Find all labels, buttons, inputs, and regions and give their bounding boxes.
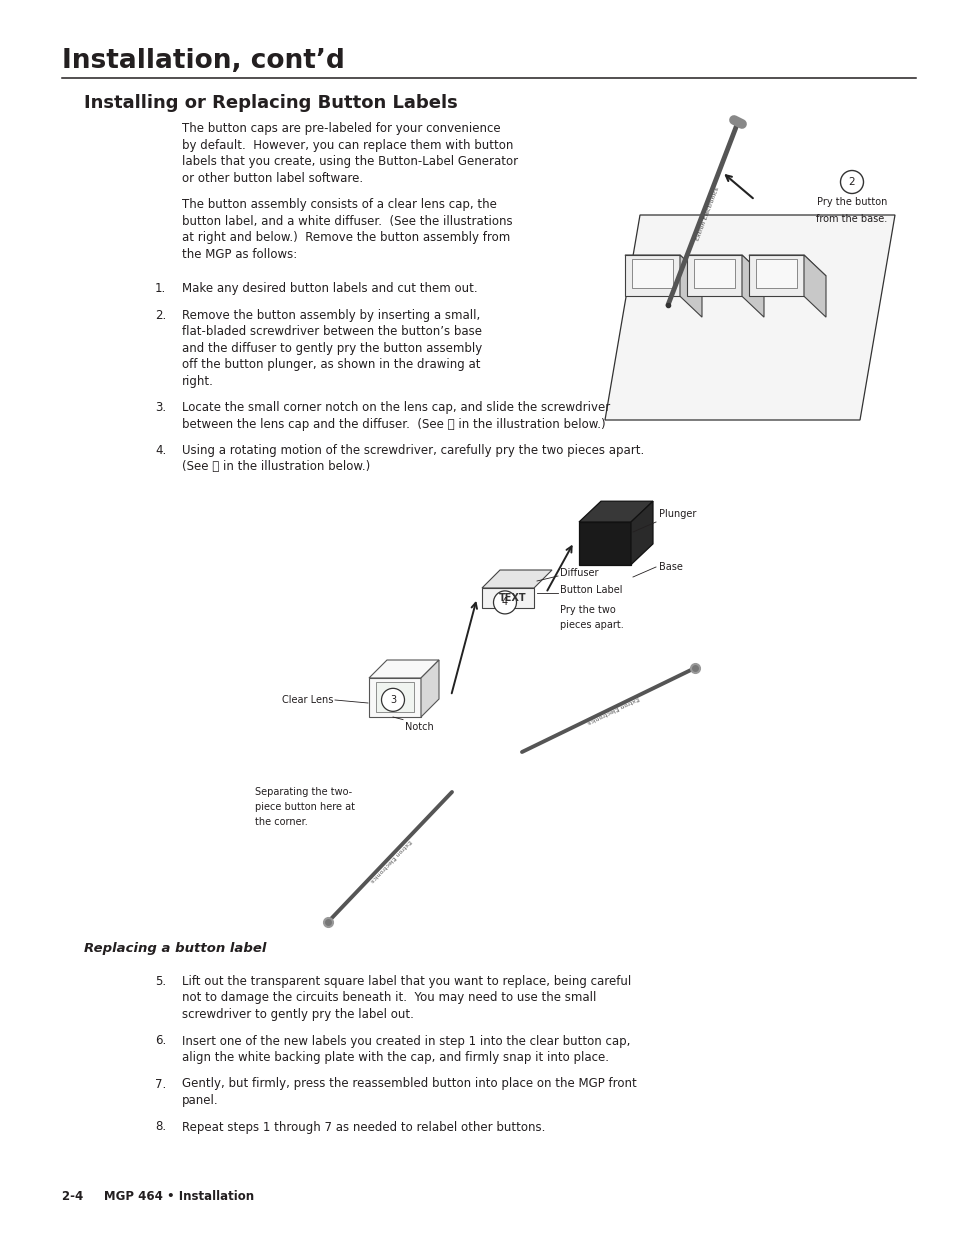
- Text: from the base.: from the base.: [816, 214, 886, 224]
- Text: button label, and a white diffuser.  (See the illustrations: button label, and a white diffuser. (See…: [182, 215, 512, 227]
- Text: right.: right.: [182, 374, 213, 388]
- Circle shape: [381, 688, 404, 711]
- Text: Button Label: Button Label: [559, 585, 622, 595]
- Polygon shape: [741, 254, 763, 317]
- Text: and the diffuser to gently pry the button assembly: and the diffuser to gently pry the butto…: [182, 342, 482, 354]
- Polygon shape: [369, 678, 420, 718]
- Text: Locate the small corner notch on the lens cap, and slide the screwdriver: Locate the small corner notch on the len…: [182, 401, 610, 414]
- Polygon shape: [624, 254, 701, 275]
- Text: pieces apart.: pieces apart.: [559, 620, 623, 630]
- Text: between the lens cap and the diffuser.  (See ⓢ in the illustration below.): between the lens cap and the diffuser. (…: [182, 417, 605, 431]
- Text: Make any desired button labels and cut them out.: Make any desired button labels and cut t…: [182, 282, 477, 295]
- Text: Extron Electronics: Extron Electronics: [695, 186, 720, 241]
- Text: off the button plunger, as shown in the drawing at: off the button plunger, as shown in the …: [182, 358, 480, 370]
- Text: Pry the button: Pry the button: [816, 198, 886, 207]
- Polygon shape: [803, 254, 825, 317]
- Text: piece button here at: piece button here at: [254, 802, 355, 811]
- Polygon shape: [369, 659, 438, 678]
- Text: Plunger: Plunger: [659, 509, 696, 519]
- Text: Installation, cont’d: Installation, cont’d: [62, 48, 345, 74]
- Polygon shape: [604, 215, 894, 420]
- Text: labels that you create, using the Button-Label Generator: labels that you create, using the Button…: [182, 156, 517, 168]
- Text: flat-bladed screwdriver between the button’s base: flat-bladed screwdriver between the butt…: [182, 325, 481, 338]
- Text: panel.: panel.: [182, 1094, 218, 1107]
- Text: Remove the button assembly by inserting a small,: Remove the button assembly by inserting …: [182, 309, 479, 321]
- Text: Pry the two: Pry the two: [559, 605, 615, 615]
- Text: align the white backing plate with the cap, and firmly snap it into place.: align the white backing plate with the c…: [182, 1051, 608, 1065]
- Polygon shape: [748, 254, 803, 296]
- Text: 7.: 7.: [154, 1077, 166, 1091]
- Circle shape: [493, 590, 516, 614]
- Text: Separating the two-: Separating the two-: [254, 787, 352, 797]
- Text: screwdriver to gently pry the label out.: screwdriver to gently pry the label out.: [182, 1008, 414, 1021]
- Text: the corner.: the corner.: [254, 818, 308, 827]
- Polygon shape: [624, 254, 679, 296]
- Text: 8.: 8.: [154, 1120, 166, 1134]
- Text: The button caps are pre-labeled for your convenience: The button caps are pre-labeled for your…: [182, 122, 500, 135]
- Text: Notch: Notch: [405, 722, 434, 732]
- Text: (See ⓣ in the illustration below.): (See ⓣ in the illustration below.): [182, 461, 370, 473]
- Text: The button assembly consists of a clear lens cap, the: The button assembly consists of a clear …: [182, 198, 497, 211]
- Polygon shape: [631, 258, 672, 288]
- Text: Base: Base: [659, 562, 682, 572]
- Text: 1.: 1.: [154, 282, 166, 295]
- Text: 6.: 6.: [154, 1035, 166, 1047]
- Polygon shape: [693, 258, 734, 288]
- Polygon shape: [748, 254, 825, 275]
- Text: Diffuser: Diffuser: [559, 568, 598, 578]
- Polygon shape: [630, 501, 652, 564]
- Text: or other button label software.: or other button label software.: [182, 172, 363, 184]
- Text: Extron Electronics: Extron Electronics: [586, 695, 639, 725]
- Polygon shape: [375, 682, 414, 711]
- Text: 2: 2: [848, 177, 855, 186]
- Text: TEXT: TEXT: [498, 593, 526, 603]
- Text: Extron Electronics: Extron Electronics: [368, 839, 411, 883]
- Text: not to damage the circuits beneath it.  You may need to use the small: not to damage the circuits beneath it. Y…: [182, 992, 596, 1004]
- Text: 4: 4: [501, 598, 508, 608]
- Polygon shape: [686, 254, 741, 296]
- Text: 2-4     MGP 464 • Installation: 2-4 MGP 464 • Installation: [62, 1191, 253, 1203]
- Text: 4.: 4.: [154, 445, 166, 457]
- Text: at right and below.)  Remove the button assembly from: at right and below.) Remove the button a…: [182, 231, 510, 245]
- Polygon shape: [420, 659, 438, 718]
- Polygon shape: [679, 254, 701, 317]
- Text: Replacing a button label: Replacing a button label: [84, 942, 266, 955]
- Polygon shape: [686, 254, 763, 275]
- Text: 2.: 2.: [154, 309, 166, 321]
- Text: 3.: 3.: [154, 401, 166, 414]
- Text: 5.: 5.: [154, 974, 166, 988]
- Text: 3: 3: [390, 695, 395, 705]
- Text: Insert one of the new labels you created in step 1 into the clear button cap,: Insert one of the new labels you created…: [182, 1035, 630, 1047]
- Text: by default.  However, you can replace them with button: by default. However, you can replace the…: [182, 138, 513, 152]
- Polygon shape: [481, 571, 552, 588]
- Polygon shape: [481, 588, 534, 608]
- Polygon shape: [578, 501, 652, 522]
- Text: Using a rotating motion of the screwdriver, carefully pry the two pieces apart.: Using a rotating motion of the screwdriv…: [182, 445, 643, 457]
- Text: Clear Lens: Clear Lens: [281, 695, 333, 705]
- Text: the MGP as follows:: the MGP as follows:: [182, 247, 297, 261]
- Text: Repeat steps 1 through 7 as needed to relabel other buttons.: Repeat steps 1 through 7 as needed to re…: [182, 1120, 545, 1134]
- Text: Installing or Replacing Button Labels: Installing or Replacing Button Labels: [84, 94, 457, 112]
- Text: Gently, but firmly, press the reassembled button into place on the MGP front: Gently, but firmly, press the reassemble…: [182, 1077, 636, 1091]
- Polygon shape: [578, 522, 630, 564]
- Polygon shape: [755, 258, 796, 288]
- Text: Lift out the transparent square label that you want to replace, being careful: Lift out the transparent square label th…: [182, 974, 631, 988]
